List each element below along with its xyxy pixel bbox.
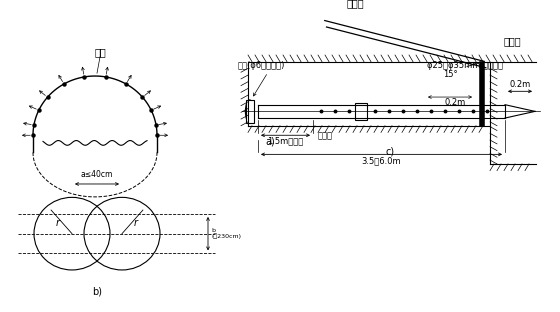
Text: r: r xyxy=(56,218,60,228)
Text: 出浆孔: 出浆孔 xyxy=(318,131,333,140)
Bar xyxy=(355,103,367,120)
Text: 3.5～6.0m: 3.5～6.0m xyxy=(362,156,402,165)
Text: b): b) xyxy=(92,287,102,297)
Text: φ25～φ35mm 有缝钢管: φ25～φ35mm 有缝钢管 xyxy=(427,61,503,71)
Text: 0.2m: 0.2m xyxy=(510,80,531,89)
Text: r: r xyxy=(134,218,138,228)
Text: 小导管: 小导管 xyxy=(347,0,365,8)
Text: c): c) xyxy=(385,146,395,156)
Bar xyxy=(246,100,254,123)
Text: a): a) xyxy=(265,137,275,147)
Text: 钢支撑: 钢支撑 xyxy=(503,37,521,46)
Text: 钻孔: 钻孔 xyxy=(94,47,106,57)
Text: 0.2m: 0.2m xyxy=(445,98,465,107)
Text: 1.5m不钻孔: 1.5m不钻孔 xyxy=(267,136,304,145)
Text: b
(距230cm): b (距230cm) xyxy=(211,228,241,239)
Text: 管箍(φ6钢筋加焊): 管箍(φ6钢筋加焊) xyxy=(238,61,286,71)
Text: a≤40cm: a≤40cm xyxy=(81,170,113,179)
Text: 15°: 15° xyxy=(443,70,458,79)
